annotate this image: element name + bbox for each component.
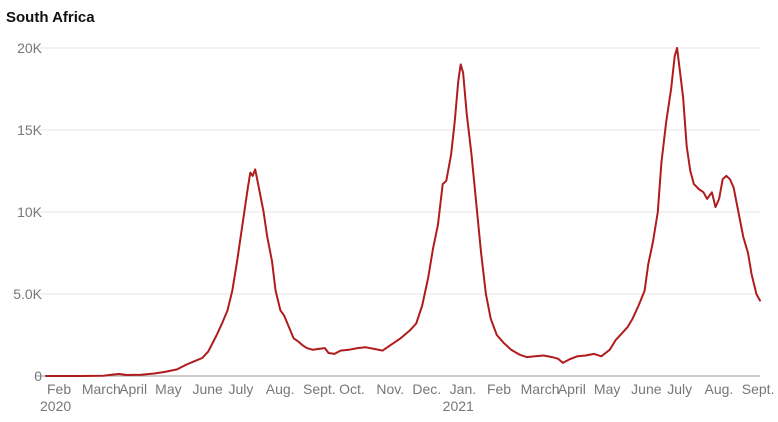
x-tick-label: June — [192, 381, 223, 397]
y-tick-labels: 0 5.0K 10K 15K 20K — [13, 40, 42, 384]
x-tick-year-label: 2020 — [40, 398, 71, 414]
x-tick-label: Sept. — [303, 381, 336, 397]
x-tick-label: May — [594, 381, 620, 397]
x-tick-label: June — [631, 381, 662, 397]
x-tick-label: Feb — [487, 381, 511, 397]
x-tick-label: March — [82, 381, 121, 397]
y-tick-label: 5.0K — [13, 286, 42, 302]
x-tick-label: Aug. — [705, 381, 734, 397]
x-tick-label: Sept. — [742, 381, 775, 397]
x-tick-label: Oct. — [339, 381, 365, 397]
y-tick-label: 0 — [34, 368, 42, 384]
x-tick-label: Dec. — [412, 381, 441, 397]
x-tick-label: July — [667, 381, 692, 397]
x-tick-label: April — [119, 381, 147, 397]
y-tick-label: 10K — [17, 204, 43, 220]
series-line — [45, 47, 761, 377]
x-tick-label: Jan. — [450, 381, 476, 397]
chart-title: South Africa — [6, 9, 95, 26]
x-tick-label: Aug. — [266, 381, 295, 397]
x-tick-label: April — [558, 381, 586, 397]
y-grid — [36, 47, 760, 377]
x-tick-label: Feb — [47, 381, 71, 397]
x-tick-label: Nov. — [376, 381, 404, 397]
x-tick-label: March — [521, 381, 560, 397]
x-tick-label: July — [229, 381, 254, 397]
x-tick-year-label: 2021 — [443, 398, 474, 414]
y-tick-label: 15K — [17, 122, 43, 138]
y-tick-label: 20K — [17, 40, 43, 56]
series-lines — [45, 47, 761, 377]
x-tick-label: May — [155, 381, 181, 397]
